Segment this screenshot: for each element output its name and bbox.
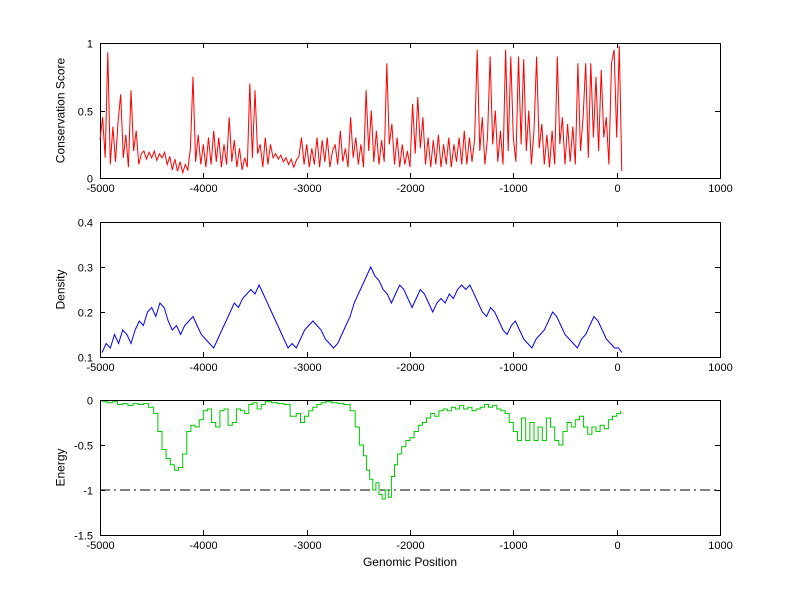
x-tick-label: -5000 xyxy=(86,362,114,374)
x-tick-label: -1000 xyxy=(499,183,527,195)
y-tick-label: 0 xyxy=(87,174,93,186)
plot-frame xyxy=(100,400,721,536)
y-tick-label: 0.1 xyxy=(78,353,93,365)
x-tick-label: 1000 xyxy=(708,540,732,552)
x-axis-title: Genomic Position xyxy=(362,555,458,569)
x-tick-label: 1000 xyxy=(708,183,732,195)
y-tick-label: 1 xyxy=(87,39,93,51)
density-plot: -5000 -4000 -3000 -2000 -1000 0 1000 0.1 0.2 0.3 0… xyxy=(78,218,733,375)
energy-series xyxy=(102,401,622,500)
y-tick-label: -1 xyxy=(83,486,93,498)
energy-plot: -5000 -4000 -3000 -2000 -1000 0 1000 -1.5 -1 -0.5… xyxy=(74,396,733,553)
x-tick-label: -4000 xyxy=(189,362,217,374)
y-axis-title-density: Density xyxy=(53,269,68,310)
x-tick-label: 0 xyxy=(614,362,620,374)
x-tick-label: -4000 xyxy=(189,540,217,552)
y-axis-title-conservation: Conservation Score xyxy=(53,57,68,164)
y-tick-label: 0.2 xyxy=(78,308,93,320)
conservation-series xyxy=(99,45,623,175)
y-tick-label: 0.4 xyxy=(78,218,93,230)
y-tick-label: 0.5 xyxy=(78,107,93,119)
y-tick-label: -1.5 xyxy=(74,531,93,543)
x-tick-label: -1000 xyxy=(499,540,527,552)
x-tick-label: -2000 xyxy=(396,183,424,195)
x-tick-label: 0 xyxy=(614,540,620,552)
x-tick-label: -2000 xyxy=(396,540,424,552)
plot-frame xyxy=(100,222,721,358)
y-tick-label: -0.5 xyxy=(74,441,93,453)
density-series xyxy=(101,265,623,353)
conservation-plot: -5000 -4000 -3000 -2000 -1000 0 1000 0 0.5 1 xyxy=(78,39,733,196)
x-tick-label: -3000 xyxy=(293,540,321,552)
x-tick-label: 1000 xyxy=(708,362,732,374)
y-tick-label: 0 xyxy=(87,396,93,408)
x-tick-label: -3000 xyxy=(293,362,321,374)
x-tick-label: -3000 xyxy=(293,183,321,195)
y-tick-label: 0.3 xyxy=(78,263,93,275)
x-tick-label: -5000 xyxy=(86,540,114,552)
x-tick-label: 0 xyxy=(614,183,620,195)
y-axis-title-energy: Energy xyxy=(53,448,68,487)
x-tick-label: -4000 xyxy=(189,183,217,195)
x-tick-label: -2000 xyxy=(396,362,424,374)
x-tick-label: -5000 xyxy=(86,183,114,195)
x-tick-label: -1000 xyxy=(499,362,527,374)
